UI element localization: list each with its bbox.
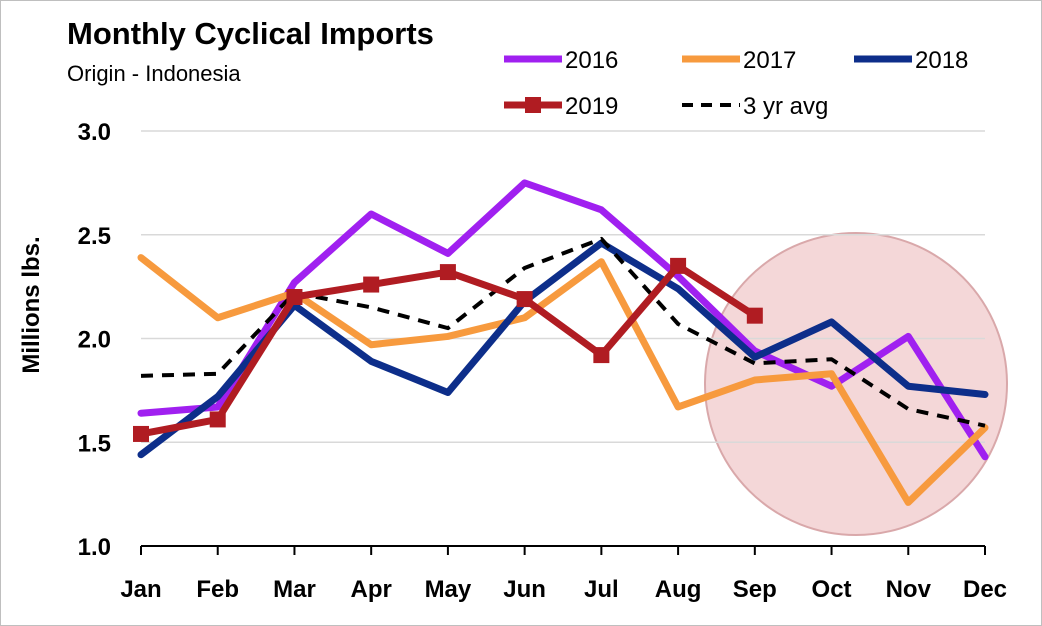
legend-item: 3 yr avg: [682, 93, 828, 120]
legend-marker: [525, 97, 541, 113]
data-point-marker: [593, 347, 610, 364]
x-tick-label: May: [425, 576, 472, 603]
data-point-marker: [363, 276, 380, 293]
data-point-marker: [133, 425, 149, 442]
series-line: [140, 236, 986, 428]
x-tick-label: Dec: [963, 576, 1007, 603]
series-line: [137, 262, 759, 438]
series-2019: [133, 257, 763, 442]
x-tick-label: Jul: [584, 576, 619, 603]
chart-subtitle: Origin - Indonesia: [67, 61, 241, 86]
legend-label: 2017: [743, 47, 796, 74]
legend-label: 2018: [915, 47, 968, 74]
x-tick-label: Jan: [120, 576, 161, 603]
legend-label: 3 yr avg: [743, 93, 828, 120]
legend-label: 2016: [565, 47, 618, 74]
x-tick-label: Nov: [886, 576, 932, 603]
chart-title: Monthly Cyclical Imports: [67, 16, 434, 51]
data-point-marker: [746, 307, 763, 324]
x-tick-label: Sep: [733, 576, 777, 603]
legend-item: 2019: [504, 93, 618, 120]
x-tick-label: Jun: [503, 576, 546, 603]
data-point-marker: [286, 289, 303, 305]
x-tick-label: Feb: [196, 576, 239, 603]
grid-layer: [141, 130, 985, 443]
axis-layer: 1.0 1.5 2.0 2.5 3.0 Jan Feb Mar Apr May Jun Jul Aug S…: [78, 119, 1007, 603]
y-tick-label: 1.5: [78, 430, 111, 457]
series-3-yr-avg: [140, 236, 986, 428]
y-tick-label: 1.0: [78, 534, 111, 561]
data-point-marker: [209, 411, 226, 428]
legend-label: 2019: [565, 93, 618, 120]
y-tick-label: 3.0: [78, 119, 111, 146]
y-axis-label: Millions lbs.: [18, 236, 45, 373]
series-2017: [137, 254, 989, 506]
x-tick-label: Oct: [812, 576, 852, 603]
x-tick-label: Apr: [351, 576, 392, 603]
legend: 2016 2017 2018 2019 3 yr avg: [504, 47, 968, 120]
y-tick-label: 2.5: [78, 223, 111, 250]
data-point-marker: [670, 257, 687, 274]
legend-item: 2016: [504, 47, 618, 74]
legend-item: 2018: [854, 47, 968, 74]
series-layer: [133, 179, 989, 506]
series-2016: [137, 179, 989, 461]
x-tick-label: Aug: [655, 576, 702, 603]
highlight-circle: [704, 232, 1008, 536]
series-line: [137, 179, 989, 461]
highlight-layer: [704, 232, 1008, 536]
legend-item: 2017: [682, 47, 796, 74]
y-tick-label: 2.0: [78, 327, 111, 354]
x-tick-label: Mar: [273, 576, 316, 603]
data-point-marker: [516, 291, 533, 308]
series-line: [137, 254, 989, 506]
data-point-marker: [439, 264, 456, 281]
